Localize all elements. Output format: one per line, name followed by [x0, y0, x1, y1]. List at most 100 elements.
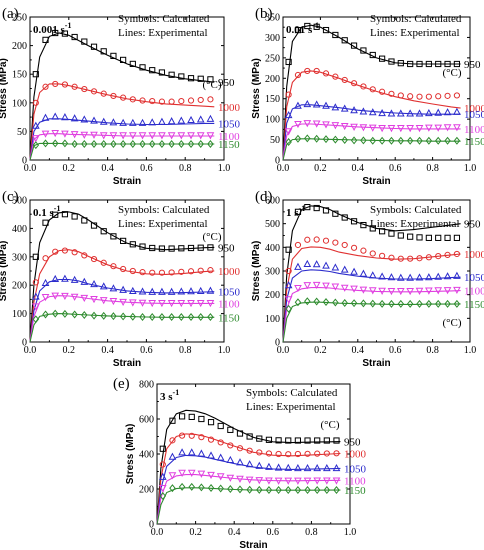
calculated-point-1000 — [256, 449, 263, 456]
calculated-point-1050 — [109, 284, 118, 292]
calculated-point-1150 — [369, 136, 377, 145]
calculated-point-1150 — [81, 311, 88, 320]
y-axis-label: Stress (MPa) — [251, 58, 262, 119]
series-1000: 1000 — [29, 80, 241, 161]
calculated-point-1100 — [294, 477, 302, 485]
calculated-point-1100 — [148, 299, 157, 308]
calculated-point-1150 — [265, 486, 273, 495]
calculated-point-950 — [313, 23, 320, 30]
experimental-line-1150 — [156, 487, 341, 525]
y-tick-label: 250 — [265, 53, 280, 64]
series-label-1000: 1000 — [344, 448, 367, 460]
calculated-point-1100 — [61, 292, 69, 301]
y-tick-label: 0 — [22, 338, 27, 349]
calculated-point-950 — [322, 26, 330, 34]
calculated-point-1150 — [90, 139, 98, 148]
x-tick-label: 0.0 — [24, 345, 37, 356]
calculated-point-1000 — [120, 265, 127, 273]
calculated-point-1100 — [236, 475, 244, 483]
legend-lines-note: Lines: Experimental — [118, 218, 208, 230]
calculated-point-1000 — [139, 269, 146, 276]
calculated-point-1150 — [187, 313, 195, 322]
x-axis-label: Strain — [113, 358, 141, 369]
calculated-point-1150 — [110, 312, 117, 321]
calculated-point-1100 — [80, 131, 89, 139]
calculated-point-1150 — [341, 135, 348, 144]
calculated-point-1100 — [322, 121, 330, 129]
calculated-point-1050 — [303, 463, 312, 472]
series-1100: 1100 — [282, 281, 484, 343]
calculated-point-1100 — [294, 284, 302, 293]
calculated-point-1100 — [245, 476, 254, 484]
calculated-point-1000 — [435, 93, 442, 100]
series-label-1150: 1150 — [464, 136, 484, 148]
calculated-point-1100 — [387, 288, 396, 296]
calculated-point-1150 — [188, 482, 195, 491]
calculated-point-1100 — [70, 293, 79, 301]
calculated-point-1100 — [443, 124, 452, 132]
calculated-point-950 — [158, 245, 166, 252]
calculated-point-1050 — [359, 269, 368, 277]
calculated-point-950 — [197, 244, 204, 251]
y-tick-label: 350 — [265, 13, 280, 24]
calculated-point-1000 — [149, 97, 156, 105]
calculated-point-1100 — [109, 132, 118, 140]
calculated-point-1100 — [158, 485, 167, 493]
calculated-point-950 — [350, 218, 358, 225]
legend-lines-note: Lines: Experimental — [370, 27, 460, 39]
calculated-point-1150 — [148, 139, 156, 148]
calculated-point-1100 — [396, 125, 405, 133]
calculated-point-1150 — [332, 298, 339, 307]
calculated-point-1000 — [285, 451, 292, 458]
calculated-point-1050 — [274, 463, 283, 471]
calculated-point-1000 — [139, 97, 146, 104]
calculated-point-1150 — [322, 135, 330, 144]
y-tick-label: 200 — [12, 41, 27, 52]
calculated-point-1100 — [303, 120, 312, 128]
calculated-point-1100 — [425, 124, 433, 132]
calculated-point-1050 — [294, 262, 302, 270]
calculated-point-1000 — [246, 447, 253, 454]
x-axis-label: Strain — [113, 176, 141, 187]
calculated-point-1100 — [255, 477, 264, 485]
x-tick-label: 0.0 — [277, 345, 290, 356]
series-1100: 1100 — [282, 120, 484, 161]
series-label-1050: 1050 — [218, 118, 241, 130]
calculated-point-950 — [168, 71, 175, 78]
y-tick-label: 200 — [265, 290, 280, 301]
x-tick-label: 0.8 — [305, 527, 318, 538]
calculated-point-1050 — [312, 100, 321, 108]
calculated-point-1000 — [304, 450, 311, 457]
series-1100: 1100 — [29, 130, 240, 161]
calculated-point-1050 — [284, 110, 293, 119]
calculated-point-950 — [81, 38, 88, 45]
calculated-point-950 — [407, 60, 414, 68]
calculated-point-1150 — [304, 297, 311, 306]
calculated-point-1050 — [206, 114, 215, 122]
calculated-point-1100 — [167, 132, 176, 140]
calculated-point-1050 — [294, 101, 302, 109]
calculated-point-1050 — [406, 273, 414, 281]
calculated-point-950 — [333, 437, 340, 444]
calculated-point-950 — [294, 26, 302, 34]
calculated-point-1100 — [197, 470, 206, 478]
calculated-point-950 — [149, 244, 156, 252]
x-tick-label: 0.4 — [352, 163, 365, 174]
calculated-point-1150 — [168, 313, 175, 322]
calculated-point-950 — [285, 246, 292, 253]
series-label-1000: 1000 — [218, 102, 241, 114]
calculated-point-1100 — [350, 285, 358, 293]
experimental-line-1000 — [29, 249, 215, 343]
series-label-1150: 1150 — [218, 139, 240, 151]
series-950: 950 — [29, 29, 235, 161]
calculated-point-1050 — [332, 463, 341, 472]
calculated-point-1100 — [90, 131, 98, 139]
calculated-point-950 — [139, 64, 146, 71]
calculated-point-1000 — [197, 96, 204, 104]
calculated-point-1000 — [294, 241, 302, 249]
calculated-point-1150 — [388, 299, 395, 308]
y-axis-label: Stress (MPa) — [125, 424, 136, 485]
x-tick-label: 0.8 — [179, 345, 192, 356]
calculated-point-1100 — [178, 469, 186, 477]
calculated-point-1150 — [284, 486, 292, 495]
